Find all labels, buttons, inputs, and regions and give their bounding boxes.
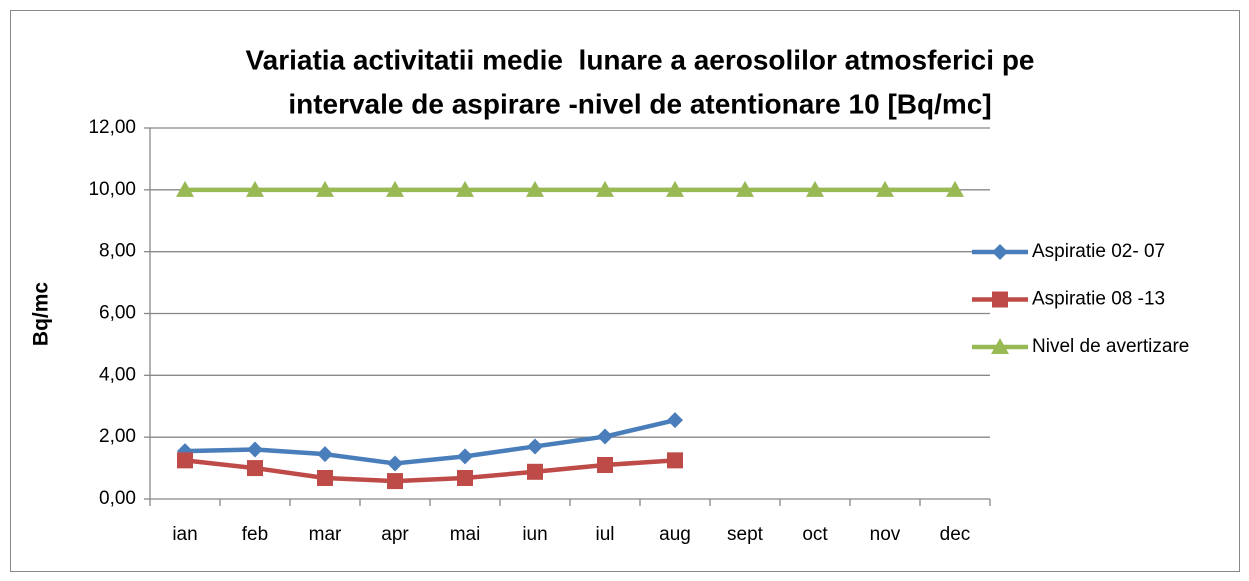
data-point xyxy=(387,455,403,472)
x-tick-label: ian xyxy=(172,524,197,545)
y-tick-label: 4,00 xyxy=(99,364,136,385)
x-tick-label: aug xyxy=(659,524,691,545)
legend-label: Aspiratie 08 -13 xyxy=(1032,289,1165,310)
data-point xyxy=(526,180,544,197)
y-axis-label: Bq/mc xyxy=(30,282,53,347)
data-point xyxy=(456,180,474,197)
legend-marker xyxy=(991,338,1009,354)
data-point xyxy=(736,180,754,197)
data-point xyxy=(596,180,614,197)
data-point xyxy=(247,441,263,458)
x-tick-label: iul xyxy=(595,524,614,545)
x-tick-label: nov xyxy=(870,524,901,545)
legend-label: Nivel de avertizare xyxy=(1032,336,1189,357)
data-point xyxy=(457,469,473,486)
data-point xyxy=(387,473,403,490)
y-tick-label: 0,00 xyxy=(99,488,136,509)
x-tick-label: dec xyxy=(940,524,971,545)
chart-title: Variatia activitatii medie lunare a aero… xyxy=(246,44,1035,75)
x-tick-label: oct xyxy=(802,524,828,545)
chart-title: intervale de aspirare -nivel de atention… xyxy=(288,88,991,119)
legend-label: Aspiratie 02- 07 xyxy=(1032,241,1165,262)
y-tick-label: 2,00 xyxy=(99,426,136,447)
series-line xyxy=(184,458,676,484)
data-point xyxy=(177,452,193,469)
x-tick-label: feb xyxy=(242,524,268,545)
data-point xyxy=(316,180,334,197)
x-tick-label: apr xyxy=(381,524,409,545)
x-tick-label: mai xyxy=(450,524,481,545)
data-point xyxy=(246,180,264,197)
y-tick-label: 10,00 xyxy=(88,179,136,200)
data-point xyxy=(527,438,543,455)
data-point xyxy=(527,463,543,480)
x-tick-label: mar xyxy=(309,524,342,545)
data-point xyxy=(666,180,684,197)
data-point xyxy=(667,452,683,469)
chart-border xyxy=(10,10,1240,572)
data-point xyxy=(597,456,613,473)
data-point xyxy=(247,460,263,477)
data-point xyxy=(176,180,194,197)
data-point xyxy=(317,469,333,486)
data-point xyxy=(317,446,333,463)
x-tick-label: iun xyxy=(522,524,547,545)
data-point xyxy=(806,180,824,197)
data-point xyxy=(946,180,964,197)
data-point xyxy=(667,412,683,429)
x-tick-label: sept xyxy=(727,524,764,545)
series-line xyxy=(184,417,676,466)
data-point xyxy=(457,448,473,465)
y-tick-label: 6,00 xyxy=(99,303,136,324)
y-tick-label: 12,00 xyxy=(88,117,136,138)
legend-marker xyxy=(992,244,1008,260)
y-tick-label: 8,00 xyxy=(99,241,136,262)
data-point xyxy=(597,428,613,445)
data-point xyxy=(876,180,894,197)
data-point xyxy=(386,180,404,197)
legend-marker xyxy=(992,291,1008,308)
